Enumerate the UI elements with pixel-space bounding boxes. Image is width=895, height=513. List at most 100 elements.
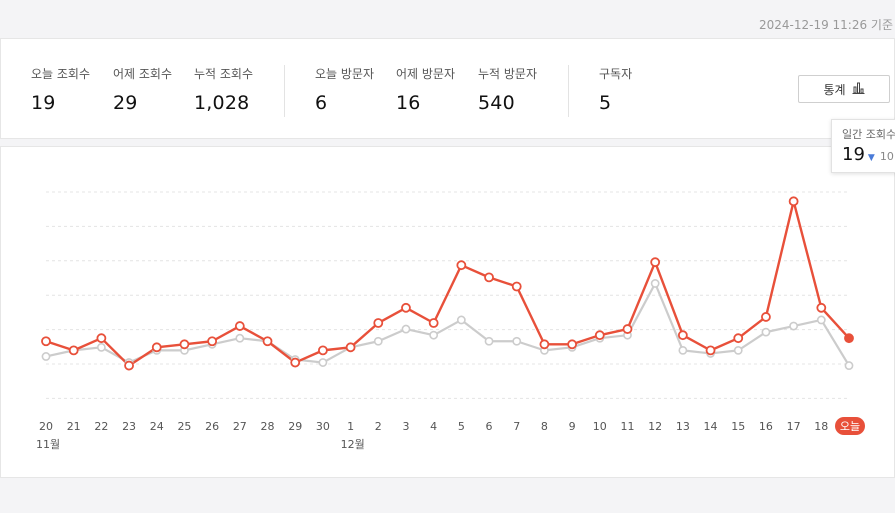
data-point	[345, 342, 356, 353]
x-tick-label: 17	[787, 420, 801, 433]
data-point	[789, 321, 799, 331]
stats-button-label: 통계	[823, 82, 846, 97]
month-label: 12월	[341, 438, 365, 451]
data-point	[511, 281, 522, 292]
data-point	[179, 339, 190, 350]
data-point	[290, 357, 301, 368]
x-tick-label: 10	[593, 420, 607, 433]
data-point	[373, 318, 384, 328]
stat-label: 오늘 방문자	[315, 67, 375, 81]
data-point	[234, 321, 245, 331]
stat-views-total: 누적 조회수 1,028	[194, 65, 253, 114]
today-badge	[835, 417, 865, 435]
stat-visitors-total: 누적 방문자 540	[478, 65, 537, 114]
stat-views-yesterday: 어제 조회수 29	[113, 65, 172, 114]
x-tick-label: 25	[177, 420, 191, 433]
x-tick-label: 20	[39, 420, 53, 433]
stat-value: 19	[31, 92, 56, 114]
stat-value: 16	[396, 92, 421, 114]
data-point	[512, 336, 522, 346]
data-point	[401, 302, 411, 313]
data-point	[677, 330, 688, 341]
x-tick-label: 26	[205, 420, 219, 433]
stat-value: 1,028	[194, 92, 250, 114]
x-tick-label: 12	[648, 420, 662, 433]
data-point	[151, 342, 162, 353]
data-point	[456, 315, 466, 325]
stats-button[interactable]: 통계	[798, 75, 890, 103]
tooltip-sub-value: 10	[879, 150, 894, 163]
x-tick-label: 28	[261, 420, 275, 433]
stat-value: 540	[478, 92, 515, 114]
stat-label: 오늘 조회수	[31, 67, 91, 81]
x-tick-label: 29	[288, 420, 302, 433]
x-tick-label: 1	[347, 420, 354, 433]
data-point	[373, 336, 383, 346]
daily-views-chart-card: 20 21 22 23 24 25 26 27 28 29 30 1 2 3 4 5 6 7 8 9 10 11 12 13 1…	[0, 146, 895, 478]
x-tick-label: 4	[430, 420, 437, 433]
x-tick-label: 23	[122, 420, 136, 433]
data-point	[844, 333, 854, 344]
data-point	[401, 324, 411, 334]
data-point	[761, 312, 771, 322]
x-tick-label: 9	[569, 420, 576, 433]
x-tick-label: 22	[94, 420, 108, 433]
x-tick-label: 3	[402, 420, 409, 433]
stat-label: 어제 방문자	[396, 67, 456, 81]
x-tick-label: 16	[759, 420, 773, 433]
data-point	[429, 330, 439, 340]
stat-visitors-today: 오늘 방문자 6	[315, 65, 374, 114]
data-point	[622, 324, 633, 334]
data-point	[816, 302, 827, 313]
data-point	[594, 330, 605, 341]
data-point	[235, 333, 245, 343]
stat-views-today: 오늘 조회수 19	[31, 65, 90, 114]
stat-subscribers: 구독자 5	[599, 65, 632, 114]
x-tick-label: 21	[67, 420, 81, 433]
data-point	[567, 339, 578, 350]
tooltip-label: 일간 조회수	[842, 128, 895, 141]
chart-tooltip: 일간 조회수 19 ▼ 10	[831, 119, 895, 173]
stat-value: 5	[599, 92, 612, 114]
data-point	[428, 318, 439, 328]
stat-label: 누적 방문자	[478, 67, 538, 81]
x-tick-label: 27	[233, 420, 247, 433]
data-point	[816, 315, 826, 325]
stats-summary-card: 오늘 조회수 19 어제 조회수 29 누적 조회수 1,028 오늘 방문자 …	[0, 38, 895, 139]
daily-views-chart: 20 21 22 23 24 25 26 27 28 29 30 1 2 3 4 5 6 7 8 9 10 11 12 13 1…	[36, 191, 865, 451]
data-point	[650, 257, 661, 268]
stat-label: 구독자	[599, 67, 633, 81]
data-point	[96, 342, 106, 352]
data-point	[41, 352, 51, 361]
data-point	[539, 339, 550, 350]
x-tick-label: 14	[704, 420, 718, 433]
x-tick-label: 24	[150, 420, 164, 433]
data-point	[207, 336, 218, 347]
x-tick-label: 18	[814, 420, 828, 433]
data-point	[650, 279, 660, 288]
data-point	[124, 360, 134, 371]
data-point	[733, 345, 743, 355]
x-tick-label: 11	[620, 420, 634, 433]
bar-chart-icon	[852, 82, 865, 97]
data-point	[484, 272, 494, 283]
x-tick-label: 2	[375, 420, 382, 433]
stat-label: 어제 조회수	[113, 67, 173, 81]
x-tick-label: 5	[458, 420, 465, 433]
stats-divider	[568, 65, 569, 117]
data-point	[761, 327, 771, 337]
series-line	[45, 282, 850, 367]
stats-divider	[284, 65, 285, 117]
x-tick-label: 8	[541, 420, 548, 433]
data-point	[262, 336, 273, 347]
stat-visitors-yesterday: 어제 방문자 16	[396, 65, 455, 114]
data-point	[705, 345, 716, 356]
data-point	[456, 260, 467, 271]
month-label: 11월	[36, 438, 60, 451]
caret-down-icon: ▼	[867, 153, 875, 163]
data-point	[96, 333, 107, 344]
data-point	[68, 345, 79, 356]
x-tick-label: 7	[513, 420, 520, 433]
stat-value: 29	[113, 92, 138, 114]
x-tick-label: 30	[316, 420, 330, 433]
